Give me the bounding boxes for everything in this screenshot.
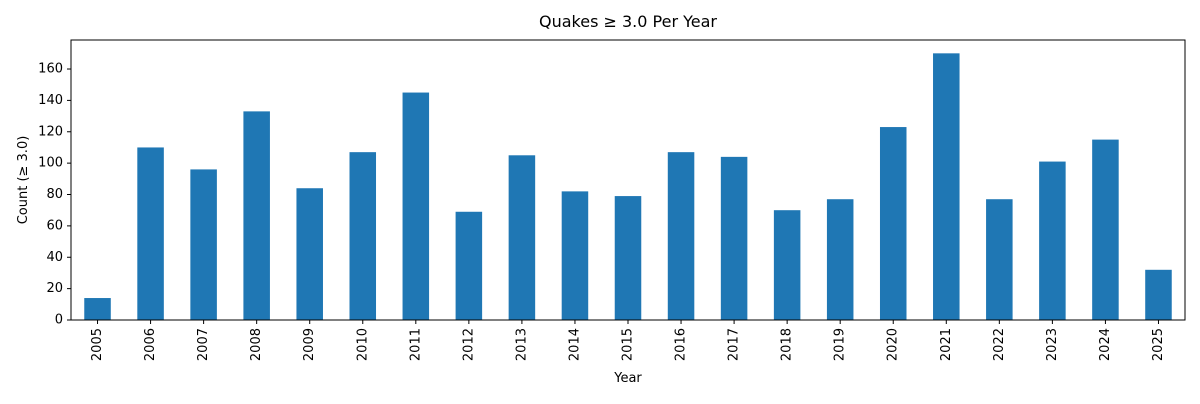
x-tick-label: 2018 bbox=[780, 328, 795, 361]
y-axis-label: Count (≥ 3.0) bbox=[16, 136, 31, 225]
bar-2020 bbox=[879, 127, 907, 320]
x-tick-label: 2013 bbox=[514, 328, 529, 361]
x-tick-label: 2023 bbox=[1045, 328, 1060, 361]
x-tick-label: 2008 bbox=[249, 328, 264, 361]
bar-2014 bbox=[561, 191, 589, 320]
y-tick-label: 40 bbox=[46, 250, 63, 265]
bar-2016 bbox=[667, 152, 695, 320]
x-tick-label: 2020 bbox=[886, 328, 901, 361]
y-tick-label: 80 bbox=[46, 187, 63, 202]
x-tick-label: 2005 bbox=[90, 328, 105, 361]
y-tick-label: 140 bbox=[38, 93, 63, 108]
bar-2022 bbox=[986, 199, 1013, 320]
chart-title: Quakes ≥ 3.0 Per Year bbox=[539, 12, 717, 31]
bars-group bbox=[84, 53, 1172, 321]
bar-2007 bbox=[190, 169, 217, 320]
bar-2011 bbox=[402, 92, 430, 321]
bar-2015 bbox=[614, 196, 642, 320]
plot-frame bbox=[70, 39, 1186, 321]
x-tick-label: 2022 bbox=[992, 328, 1007, 361]
bar-2012 bbox=[455, 211, 483, 320]
x-tick-label: 2021 bbox=[939, 328, 954, 361]
bar-2009 bbox=[296, 188, 323, 320]
x-tick-label: 2014 bbox=[567, 328, 582, 361]
x-tick-label: 2011 bbox=[408, 328, 423, 361]
bar-2023 bbox=[1039, 161, 1066, 320]
y-tick-label: 60 bbox=[46, 218, 63, 233]
y-tick-label: 100 bbox=[38, 156, 63, 171]
x-tick-label: 2017 bbox=[727, 328, 742, 361]
y-axis-ticks: 0 20 40 60 80 100 120 140 160 bbox=[38, 62, 71, 328]
bar-2019 bbox=[826, 199, 854, 320]
x-tick-label: 2006 bbox=[143, 328, 158, 361]
bar-2008 bbox=[243, 111, 270, 320]
x-tick-label: 2012 bbox=[461, 328, 476, 361]
y-tick-label: 160 bbox=[38, 62, 63, 77]
y-tick-label: 20 bbox=[46, 281, 63, 296]
bar-2017 bbox=[720, 156, 748, 320]
y-tick-label: 120 bbox=[38, 124, 63, 139]
bar-2013 bbox=[508, 155, 536, 320]
x-axis-label: Year bbox=[613, 371, 642, 386]
bar-2005 bbox=[84, 298, 111, 320]
bar-2018 bbox=[773, 210, 801, 320]
bar-2024 bbox=[1092, 139, 1119, 320]
x-tick-label: 2007 bbox=[196, 328, 211, 361]
bar-2021 bbox=[933, 53, 960, 320]
x-axis-ticks: 2005 2006 2007 2008 2009 2010 2011 2012 2013 2014… bbox=[90, 320, 1166, 361]
x-tick-label: 2024 bbox=[1098, 328, 1113, 361]
y-tick-label: 0 bbox=[55, 313, 63, 328]
x-tick-label: 2016 bbox=[674, 328, 689, 361]
bar-2025 bbox=[1145, 269, 1172, 320]
bar-2010 bbox=[349, 152, 377, 320]
x-tick-label: 2019 bbox=[833, 328, 848, 361]
x-tick-label: 2009 bbox=[302, 328, 317, 361]
x-tick-label: 2010 bbox=[355, 328, 370, 361]
x-tick-label: 2025 bbox=[1151, 328, 1166, 361]
bar-2006 bbox=[137, 147, 164, 320]
x-tick-label: 2015 bbox=[621, 328, 636, 361]
